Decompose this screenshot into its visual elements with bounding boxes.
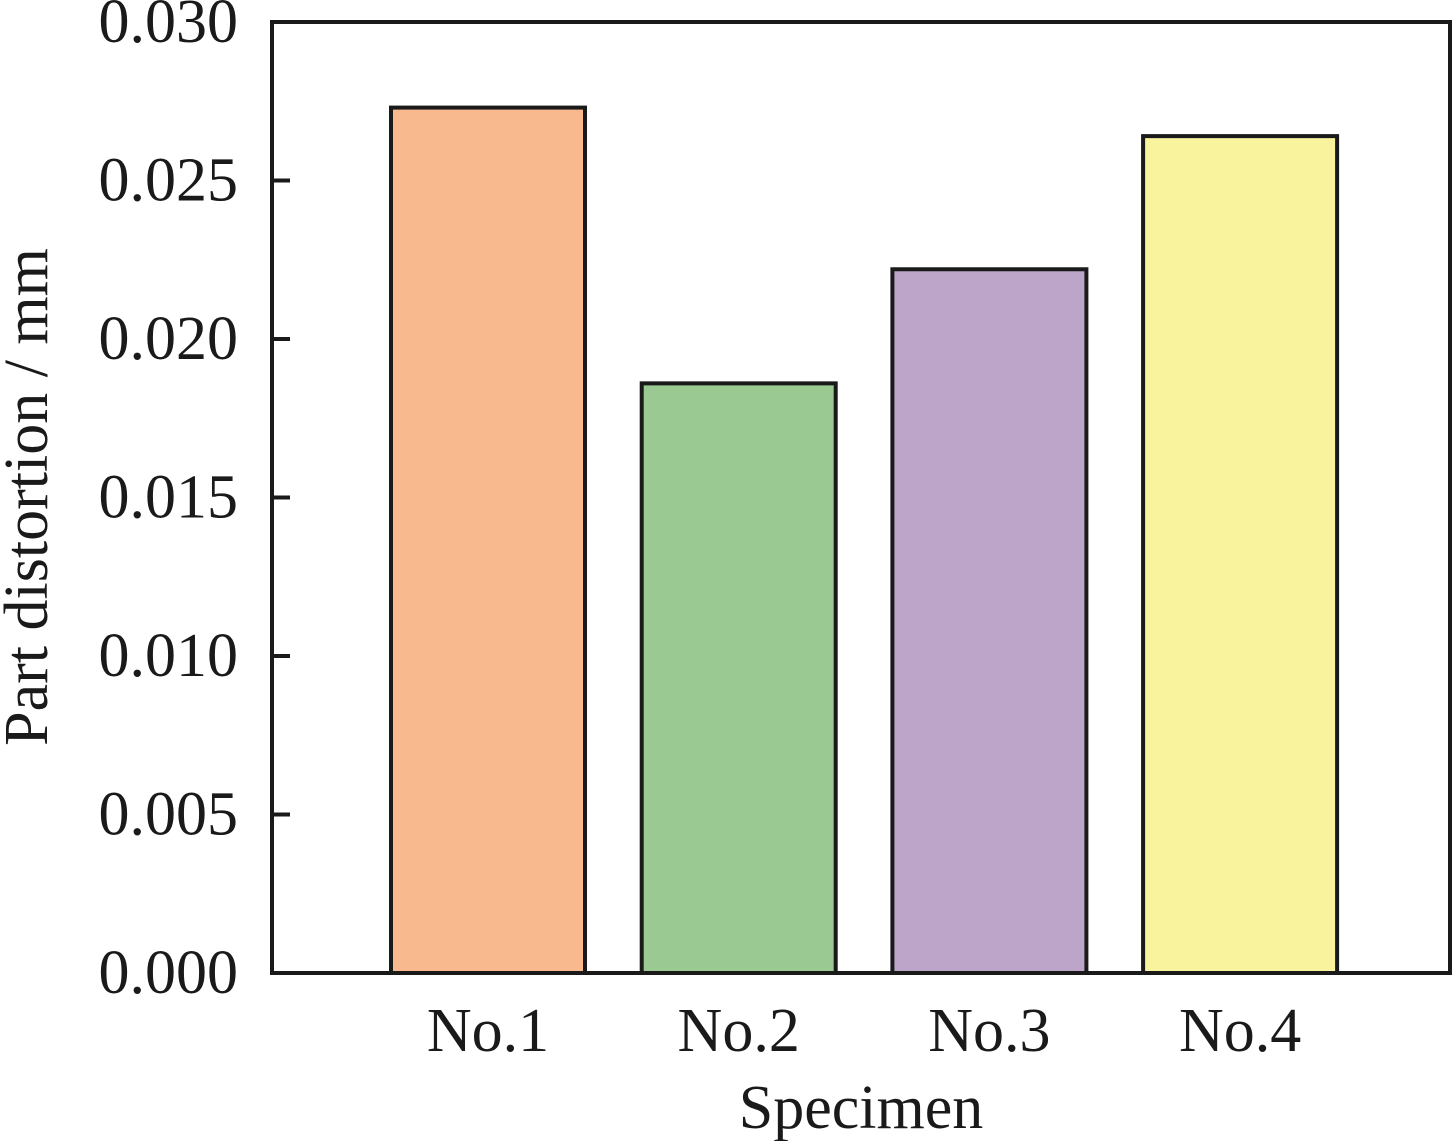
bar-no-1 bbox=[389, 105, 587, 975]
y-tick-label: 0.020 bbox=[99, 305, 239, 373]
y-tick-label: 0.015 bbox=[99, 464, 239, 532]
y-axis-ticks: 0.000 0.005 0.010 0.015 0.020 0.025 0.030 bbox=[99, 0, 290, 1007]
x-axis-tick-labels: No.1 No.2 No.3 No.4 bbox=[427, 997, 1301, 1065]
y-tick-label: 0.000 bbox=[99, 939, 239, 1007]
bar-no-3 bbox=[890, 267, 1089, 975]
bar-no-4 bbox=[1141, 134, 1340, 975]
bars-layer bbox=[389, 105, 1340, 975]
x-tick-label: No.4 bbox=[1179, 997, 1301, 1065]
y-tick-label: 0.010 bbox=[99, 622, 239, 690]
x-axis-title: Specimen bbox=[739, 1074, 984, 1141]
y-axis-title: Part distortion / mm bbox=[0, 248, 61, 746]
x-tick-label: No.3 bbox=[928, 997, 1050, 1065]
x-tick-label: No.2 bbox=[678, 997, 800, 1065]
y-tick-label: 0.005 bbox=[99, 781, 239, 849]
y-tick-label: 0.030 bbox=[99, 0, 239, 56]
y-tick-label: 0.025 bbox=[99, 147, 239, 215]
bar-no-2 bbox=[639, 381, 838, 975]
x-tick-label: No.1 bbox=[427, 997, 549, 1065]
